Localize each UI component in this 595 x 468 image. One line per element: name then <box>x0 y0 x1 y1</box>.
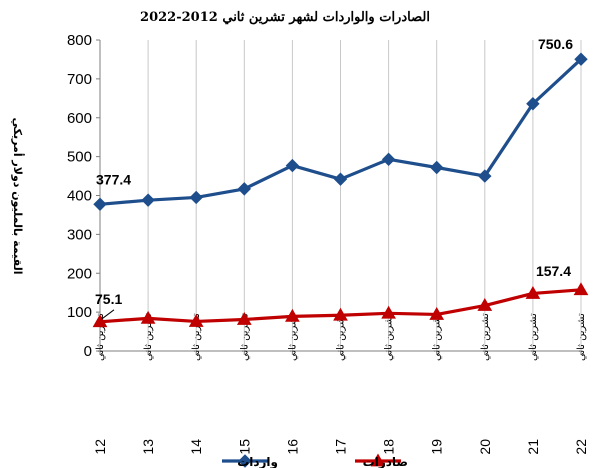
series-point-1 <box>140 310 156 324</box>
x-tick-sublabel: تشرين ثاني <box>384 313 395 361</box>
series-point-1 <box>573 282 589 296</box>
y-axis-label: القيمة بالمليون دولار أمريكي <box>11 118 25 275</box>
x-tick-number: 12 <box>92 439 108 455</box>
y-tick-label: 700 <box>67 71 92 88</box>
series-point-1 <box>285 308 300 322</box>
data-label: 75.1 <box>95 291 122 307</box>
x-tick-label: 12 تشرين ثاني <box>92 313 108 455</box>
x-tick-sublabel: تشرين ثاني <box>336 313 347 361</box>
series-point-1 <box>381 305 396 319</box>
x-tick-number: 19 <box>429 439 445 455</box>
x-tick-number: 13 <box>140 439 156 455</box>
data-label: 157.4 <box>536 263 571 279</box>
series-point-0 <box>141 193 155 207</box>
legend-label: صادرات <box>363 455 408 468</box>
series-point-1 <box>477 298 493 311</box>
data-label: 377.4 <box>96 171 131 187</box>
series-point-1 <box>92 314 108 328</box>
legend-item-1: صادرات <box>355 453 408 468</box>
x-tick-label: 17 تشرين ثاني <box>333 313 349 455</box>
leader-line <box>101 309 115 320</box>
x-tick-label: 19 تشرين ثاني <box>429 313 445 455</box>
x-tick-sublabel: تشرين ثاني <box>576 313 587 361</box>
x-tick-sublabel: تشرين ثاني <box>239 313 250 361</box>
x-tick-sublabel: تشرين ثاني <box>528 313 539 361</box>
data-labels: 377.4 750.6 75.1 157.4 <box>95 36 573 320</box>
data-label: 750.6 <box>538 36 573 52</box>
series-point-1 <box>525 285 541 299</box>
y-tick-label: 600 <box>67 110 92 127</box>
series-point-0 <box>333 172 348 186</box>
x-tick-number: 17 <box>333 439 349 455</box>
series-point-0 <box>285 158 300 173</box>
x-tick-number: 21 <box>525 439 541 455</box>
y-tick-label: 800 <box>67 32 92 49</box>
x-tick-label: 13 تشرين ثاني <box>140 313 156 455</box>
legend-marker <box>370 453 386 467</box>
series-point-0 <box>93 197 107 211</box>
series-point-1 <box>236 312 252 325</box>
y-tick-label: 400 <box>67 188 92 205</box>
y-axis-ticks: 0 100 200 300 400 500 600 700 800 <box>67 32 100 360</box>
x-tick-sublabel: تشرين ثاني <box>287 313 298 361</box>
legend-label: واردات <box>237 455 278 468</box>
y-tick-label: 0 <box>84 343 92 360</box>
series-point-1 <box>333 307 348 321</box>
x-tick-number: 16 <box>284 439 300 455</box>
x-tick-sublabel: تشرين ثاني <box>95 313 106 361</box>
x-tick-number: 18 <box>381 439 397 455</box>
series-point-0 <box>574 52 588 66</box>
x-axis-ticks: 12 تشرين ثاني 13 تشرين ثاني 14 تشرين ثاني 15 تش… <box>92 313 589 455</box>
y-tick-label: 500 <box>67 149 92 166</box>
y-tick-label: 300 <box>67 226 92 243</box>
x-tick-label: 20 تشرين ثاني <box>477 313 493 455</box>
legend-item-0: واردات <box>222 454 278 468</box>
series-point-0 <box>381 152 396 167</box>
y-tick-label: 100 <box>67 304 92 321</box>
y-tick-label: 200 <box>67 265 92 282</box>
x-tick-sublabel: تشرين ثاني <box>480 313 491 361</box>
series-point-1 <box>188 313 204 327</box>
chart-title: الصادرات والواردات لشهر تشرين ثاني 2012-… <box>140 10 430 25</box>
series <box>92 52 589 328</box>
x-tick-label: 16 تشرين ثاني <box>284 313 300 455</box>
x-tick-number: 14 <box>188 439 204 455</box>
series-point-0 <box>429 160 444 175</box>
x-tick-sublabel: تشرين ثاني <box>143 313 154 361</box>
series-point-0 <box>478 169 492 183</box>
x-tick-label: 14 تشرين ثاني <box>188 313 204 455</box>
x-tick-label: 21 تشرين ثاني <box>525 313 541 455</box>
legend: واردات صادرات <box>222 453 408 468</box>
series-point-0 <box>237 182 252 196</box>
series-point-0 <box>189 190 203 205</box>
series-point-0 <box>526 97 540 111</box>
x-tick-label: 22 تشرين ثاني <box>573 313 589 455</box>
series-point-1 <box>429 306 445 320</box>
x-tick-sublabel: تشرين ثاني <box>191 313 202 361</box>
x-tick-label: 15 تشرين ثاني <box>236 313 252 455</box>
grid <box>99 40 582 351</box>
x-tick-number: 20 <box>477 439 493 455</box>
x-tick-sublabel: تشرين ثاني <box>432 313 443 361</box>
legend-marker <box>238 454 252 468</box>
x-tick-number: 15 <box>236 439 252 455</box>
x-tick-number: 22 <box>573 439 589 455</box>
x-tick-label: 18 تشرين ثاني <box>381 313 397 455</box>
